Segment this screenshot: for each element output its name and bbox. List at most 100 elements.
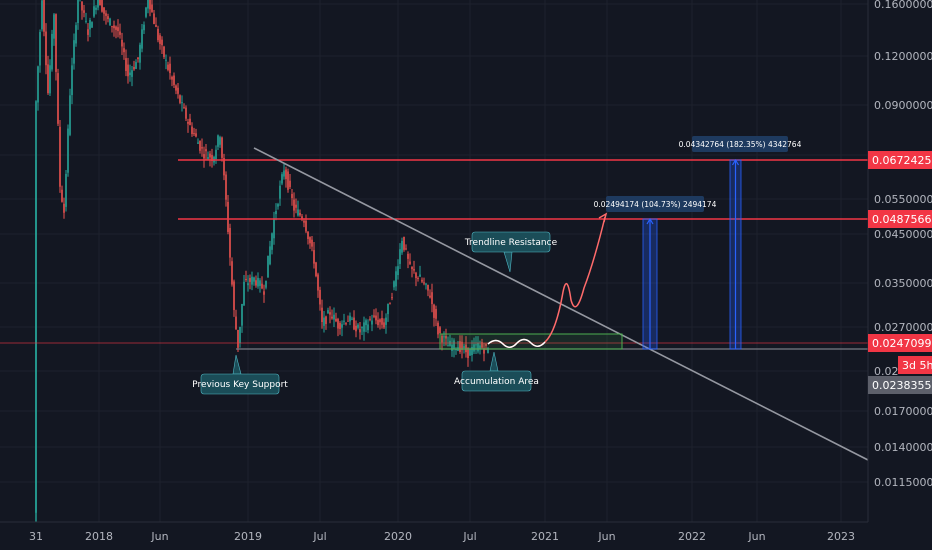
candle-body — [363, 322, 365, 332]
candle-body — [481, 342, 483, 348]
candle-body — [275, 210, 277, 215]
candle-body — [187, 121, 189, 124]
candle-body — [89, 19, 91, 30]
candle-body — [69, 95, 71, 135]
callout-tail — [503, 251, 513, 273]
measure-arrow-icon — [731, 158, 740, 166]
candle-body — [57, 73, 59, 124]
candle-body — [95, 7, 97, 10]
candle-body — [137, 57, 139, 60]
candle-body — [127, 64, 129, 77]
candle-body — [269, 246, 271, 265]
measure-label-box — [692, 136, 788, 152]
candle-body — [303, 220, 305, 223]
candle-body — [141, 29, 143, 49]
candle-body — [243, 281, 245, 306]
candle-body — [161, 39, 163, 46]
candle-body — [315, 262, 317, 277]
candle-body — [301, 216, 303, 220]
candle-body — [125, 58, 127, 71]
y-tick-label: 0.02 — [874, 365, 899, 378]
candle-body — [169, 63, 171, 74]
candle-body — [109, 18, 111, 26]
candle-body — [361, 327, 363, 329]
callout-label: Trendline Resistance — [464, 238, 558, 248]
candle-body — [185, 107, 187, 119]
candle-body — [287, 171, 289, 190]
candle-body — [413, 269, 415, 271]
candle-body — [251, 276, 253, 285]
candle-body — [401, 240, 403, 253]
callout-tail — [489, 351, 499, 372]
candle-body — [167, 64, 169, 70]
candle-body — [183, 107, 185, 109]
candle-body — [65, 173, 67, 207]
candle-body — [121, 39, 123, 47]
candle-body — [265, 280, 267, 288]
candle-body — [359, 329, 361, 333]
candle-body — [445, 336, 447, 339]
candle-body — [331, 316, 333, 319]
candle-body — [217, 135, 219, 147]
candle-body — [191, 126, 193, 135]
candle-body — [189, 118, 191, 125]
callout-label: Accumulation Area — [454, 377, 539, 387]
x-tick-label: 2021 — [531, 530, 559, 543]
price-label-badge — [868, 376, 932, 394]
candle-body — [131, 70, 133, 77]
candle-body — [347, 320, 349, 322]
candle-body — [435, 309, 437, 319]
price-label-value: 0.02383554 — [872, 379, 932, 392]
candle-body — [453, 340, 455, 349]
measure-arrow-icon — [646, 217, 654, 225]
candle-body — [289, 180, 291, 188]
candle-body — [117, 27, 119, 32]
candle-body — [321, 307, 323, 323]
candle-body — [193, 133, 195, 135]
candle-body — [403, 236, 405, 250]
candle-body — [175, 85, 177, 91]
candle-body — [469, 348, 471, 356]
candle-body — [397, 266, 399, 276]
callout-tail — [232, 354, 242, 375]
candle-body — [429, 295, 431, 298]
candle-body — [437, 322, 439, 335]
candle-body — [257, 277, 259, 287]
candle-body — [111, 26, 113, 28]
candle-body — [451, 344, 453, 351]
candle-body — [345, 323, 347, 325]
candle-body — [305, 220, 307, 232]
projection-arrow-icon — [598, 212, 608, 223]
candle-body — [387, 303, 389, 315]
candle-body — [99, 0, 101, 6]
candle-body — [427, 284, 429, 291]
candle-body — [367, 324, 369, 331]
candle-body — [153, 13, 155, 24]
candle-body — [263, 291, 265, 295]
candle-body — [235, 316, 237, 330]
callout-box — [461, 370, 532, 392]
candle-body — [431, 292, 433, 305]
candle-body — [205, 149, 207, 152]
price-label-value: 0.02470995 — [872, 337, 932, 350]
accumulation-box — [439, 333, 623, 350]
candle-body — [335, 318, 337, 322]
x-tick-label: 2019 — [234, 530, 262, 543]
price-label-badge — [868, 151, 932, 169]
candle-body — [283, 170, 285, 177]
x-tick-label: Jun — [150, 530, 168, 543]
candle-body — [151, 4, 153, 12]
candle-body — [63, 203, 65, 213]
candle-body — [173, 75, 175, 85]
candle-body — [249, 278, 251, 282]
candle-body — [177, 87, 179, 94]
candle-body — [307, 231, 309, 239]
candle-body — [447, 345, 449, 347]
candle-body — [389, 303, 391, 305]
